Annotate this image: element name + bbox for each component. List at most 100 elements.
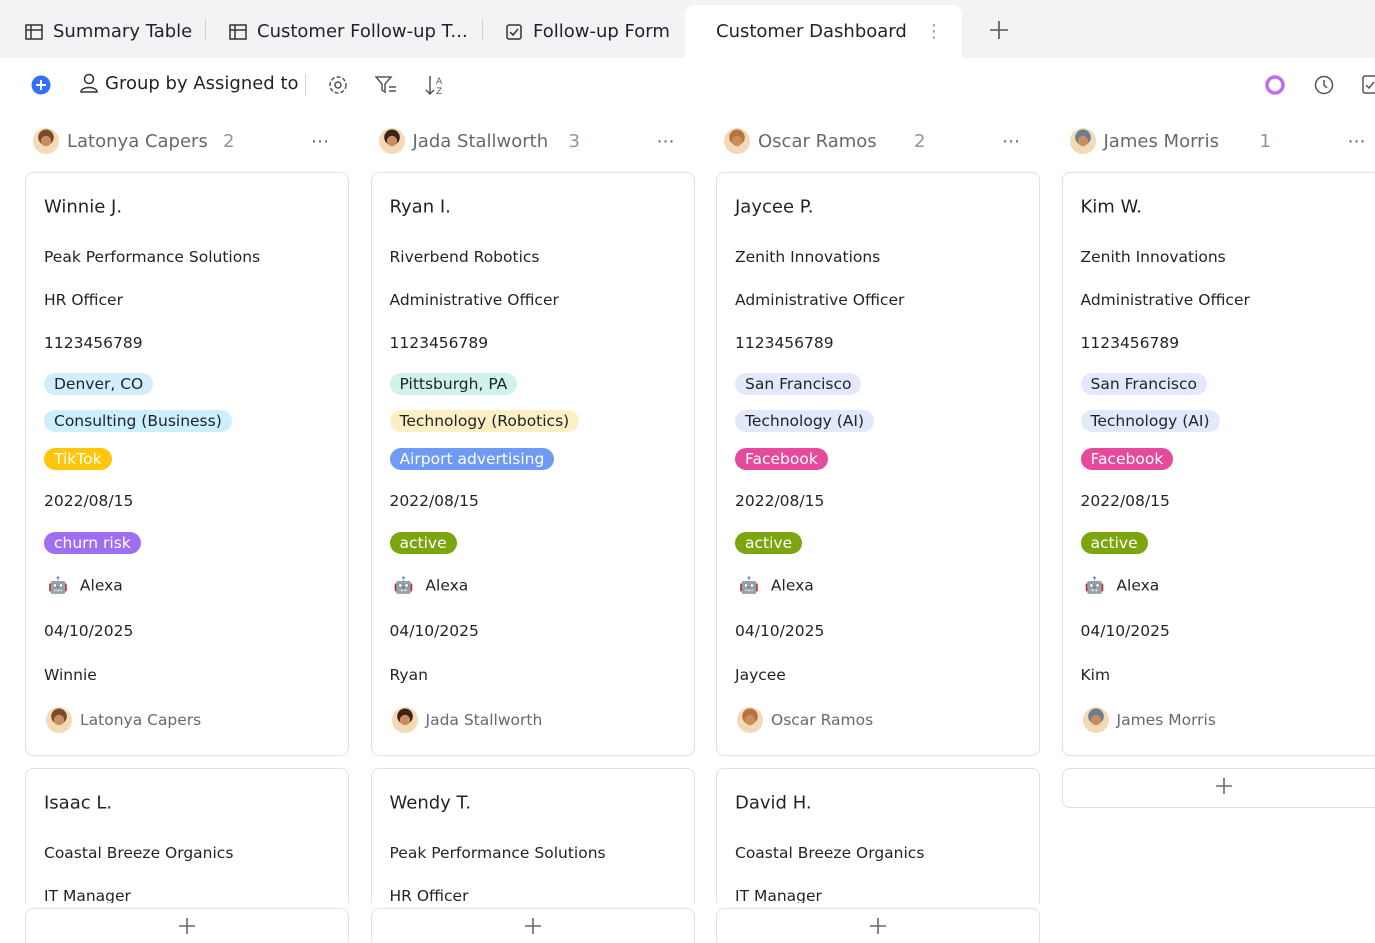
column-header: Jada Stallworth 3 ⋯ [378, 126, 675, 156]
card[interactable]: Isaac L. Coastal Breeze Organics IT Manage… [25, 768, 349, 903]
tab-label: Follow-up Form [533, 21, 670, 42]
ai-button[interactable] [1264, 74, 1286, 96]
tab-active[interactable]: Customer Dashboard ⋮ [685, 5, 962, 58]
field-company: Riverbend Robotics [389, 248, 540, 266]
tag-source: TikTok [44, 448, 112, 470]
tag-industry: Technology (Robotics) [389, 410, 580, 432]
avatar [391, 707, 418, 733]
agent: 🤖 Alexa [1085, 576, 1160, 595]
field-phone: 1123456789 [1080, 334, 1180, 352]
column-menu[interactable]: ⋯ [311, 130, 329, 152]
field-followup: 04/10/2025 [389, 622, 479, 640]
avatar [724, 128, 750, 154]
field-name: Ryan I. [389, 196, 451, 218]
column-name: Latonya Capers [67, 130, 208, 152]
agent-icon: 🤖 [1084, 575, 1105, 595]
agent-icon: 🤖 [739, 575, 759, 595]
tag-source: Airport advertising [389, 448, 555, 470]
tag-industry: Technology (AI) [735, 410, 875, 432]
avatar [1082, 707, 1109, 733]
tag-source: Facebook [735, 448, 828, 470]
field-title: Administrative Officer [389, 291, 559, 309]
agent-icon: 🤖 [48, 575, 68, 595]
field-phone: 1123456789 [735, 334, 834, 352]
column-header: Oscar Ramos 2 ⋯ [724, 126, 1020, 156]
add-record[interactable] [31, 75, 51, 95]
column-menu[interactable]: ⋯ [1347, 130, 1366, 152]
sort[interactable]: AZ [424, 74, 446, 96]
tag-status: active [735, 532, 803, 554]
agent: 🤖 Alexa [739, 576, 814, 595]
svg-text:A: A [436, 77, 443, 87]
agent-icon: 🤖 [393, 575, 414, 595]
settings[interactable] [328, 75, 348, 95]
field-date: 2022/08/15 [44, 492, 134, 510]
owner-name: James Morris [1116, 711, 1216, 729]
field-phone: 1123456789 [389, 334, 489, 352]
column-count: 1 [1259, 130, 1271, 152]
owner-name: Jada Stallworth [425, 711, 543, 729]
add-card[interactable] [25, 908, 349, 943]
tag-location: Pittsburgh, PA [389, 373, 518, 395]
column-menu[interactable]: ⋯ [656, 130, 675, 152]
avatar [378, 128, 405, 154]
tasks[interactable] [1362, 75, 1375, 95]
field-company: Zenith Innovations [1080, 248, 1226, 266]
filter[interactable] [375, 75, 397, 95]
card[interactable]: Kim W. Zenith Innovations Administrative O… [1061, 172, 1375, 756]
field-name: Kim W. [1080, 196, 1143, 218]
field-contact: Jaycee [735, 666, 786, 684]
card[interactable]: Ryan I. Riverbend Robotics Administrative … [370, 172, 695, 756]
history[interactable] [1313, 74, 1335, 96]
field-company: Peak Performance Solutions [389, 844, 606, 862]
owner: Jada Stallworth [391, 707, 543, 733]
add-card[interactable] [716, 908, 1040, 943]
column-count: 3 [568, 130, 580, 152]
agent: 🤖 Alexa [48, 576, 123, 595]
field-company: Coastal Breeze Organics [44, 844, 234, 862]
agent-name: Alexa [79, 576, 123, 594]
tab-label: Summary Table [53, 21, 193, 42]
column-name: Oscar Ramos [758, 130, 877, 152]
field-name: Winnie J. [44, 196, 123, 218]
tag-industry: Consulting (Business) [44, 410, 232, 432]
tab-label: Customer Follow-up T... [257, 21, 468, 42]
field-contact: Ryan [389, 666, 428, 684]
group-by[interactable]: Group by Assigned to [79, 72, 299, 94]
agent-name: Alexa [425, 576, 469, 594]
tab-bar: Summary Table Customer Follow-up T... Fo… [0, 0, 1375, 58]
field-company: Peak Performance Solutions [44, 248, 261, 266]
add-card[interactable] [1061, 768, 1375, 808]
field-title: HR Officer [44, 291, 123, 309]
tag-location: San Francisco [735, 373, 862, 395]
tab[interactable]: Customer Follow-up T... [228, 5, 468, 58]
owner-name: Oscar Ramos [771, 711, 874, 729]
owner-name: Latonya Capers [80, 711, 202, 729]
field-company: Zenith Innovations [735, 248, 881, 266]
tag-status: active [1080, 532, 1148, 554]
field-followup: 04/10/2025 [1080, 622, 1170, 640]
agent: 🤖 Alexa [394, 576, 469, 595]
avatar [737, 707, 763, 733]
card[interactable]: Winnie J. Peak Performance Solutions HR Of… [25, 172, 349, 756]
card[interactable]: Jaycee P. Zenith Innovations Administrativ… [716, 172, 1040, 756]
tag-source: Facebook [1080, 448, 1174, 470]
tab[interactable]: Follow-up Form [504, 5, 670, 58]
card[interactable]: Wendy T. Peak Performance Solutions HR Off… [370, 768, 695, 903]
add-tab[interactable] [989, 20, 1009, 40]
field-name: Jaycee P. [735, 196, 814, 218]
column-header: James Morris 1 ⋯ [1069, 126, 1366, 156]
field-title: IT Manager [735, 887, 822, 903]
field-followup: 04/10/2025 [44, 622, 134, 640]
agent-name: Alexa [770, 576, 814, 594]
column-header: Latonya Capers 2 ⋯ [33, 126, 329, 156]
group-by-label: Group by Assigned to [105, 72, 299, 94]
tab[interactable]: Summary Table [24, 5, 192, 58]
card[interactable]: David H. Coastal Breeze Organics IT Manage… [716, 768, 1040, 903]
avatar [33, 128, 59, 154]
add-card[interactable] [370, 908, 695, 943]
tag-industry: Technology (AI) [1080, 410, 1220, 432]
column-menu[interactable]: ⋯ [1002, 130, 1020, 152]
field-name: David H. [735, 792, 812, 814]
